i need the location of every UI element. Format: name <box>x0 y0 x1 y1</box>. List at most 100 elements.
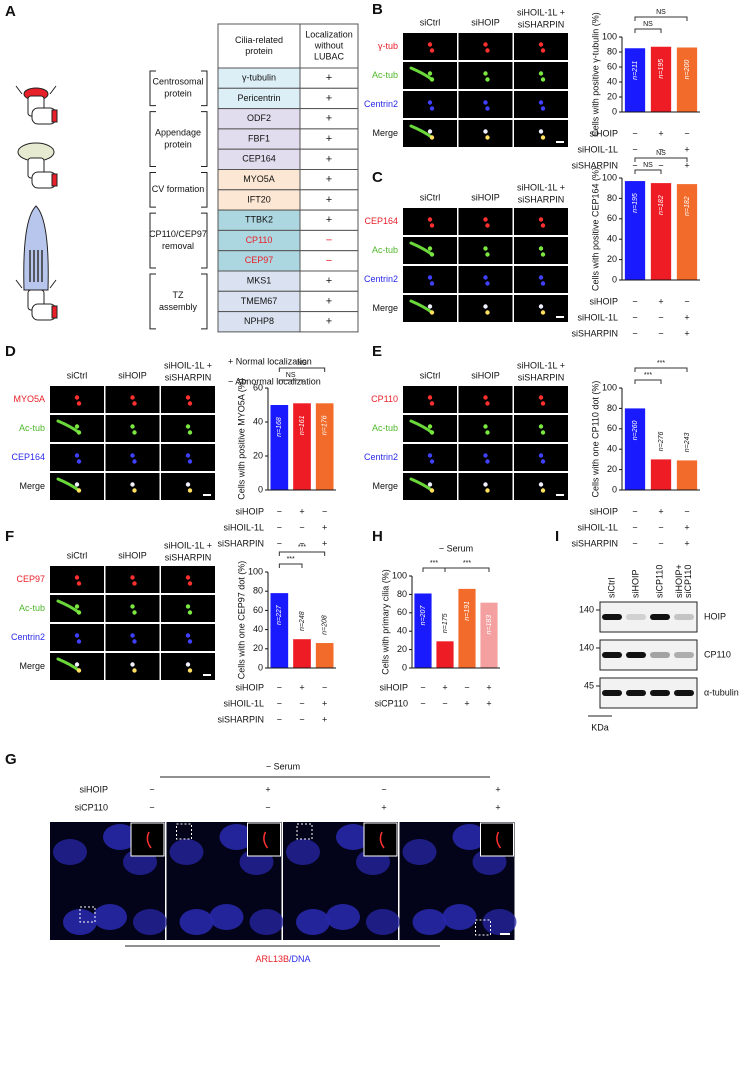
condition-sign: − <box>277 506 282 516</box>
condition-sign: − <box>299 714 304 724</box>
condition-sign: − <box>277 682 282 692</box>
table-header-text: Cilia-related <box>235 35 283 45</box>
y-tick-label: 0 <box>612 274 617 284</box>
spot <box>540 252 546 257</box>
localization: + <box>326 275 332 287</box>
column-header: siSHARPIN <box>518 19 565 29</box>
row-label: Merge <box>372 481 398 491</box>
spot <box>540 135 546 140</box>
spot <box>130 604 135 609</box>
protein-name: γ-tubulin <box>242 73 276 83</box>
table-header-text: Localization <box>305 29 353 39</box>
column-header: siCtrl <box>420 17 441 27</box>
lane-label: siHOIP <box>630 569 640 598</box>
panel-title: − Serum <box>266 761 300 771</box>
spot <box>427 246 433 251</box>
y-tick-label: 40 <box>607 444 617 454</box>
column-header: siCtrl <box>67 370 88 380</box>
caption: ARL13B/DNA <box>255 954 310 964</box>
group-name: CV formation <box>152 184 205 194</box>
spot <box>427 100 433 105</box>
condition-sign: + <box>495 784 500 794</box>
spot <box>540 77 546 82</box>
bar <box>293 639 311 668</box>
significance-label: *** <box>298 544 306 551</box>
spot <box>483 100 488 105</box>
protein-name: ODF2 <box>247 113 271 123</box>
condition-sign: − <box>632 128 637 138</box>
protein-name: MYO5A <box>243 174 275 184</box>
band <box>602 614 622 620</box>
condition-sign: + <box>684 160 689 170</box>
condition-label: siSHARPIN <box>571 538 618 548</box>
nucleus <box>219 824 254 850</box>
condition-sign: + <box>684 312 689 322</box>
condition-sign: − <box>658 328 663 338</box>
y-tick-label: 20 <box>253 450 263 460</box>
spot <box>427 395 433 400</box>
nucleus <box>53 839 87 865</box>
spot <box>540 281 546 286</box>
y-tick-label: 80 <box>607 403 617 413</box>
bar <box>624 408 646 490</box>
panel-label: B <box>372 1 383 18</box>
spot <box>538 246 544 251</box>
y-axis-label: Cells with one CEP97 dot (%) <box>236 561 246 680</box>
nucleus <box>286 839 320 865</box>
legend-item: + Normal localization <box>228 356 312 366</box>
condition-label: siHOIP <box>589 128 618 138</box>
cartoons <box>15 85 58 321</box>
condition-sign: − <box>420 698 425 708</box>
nucleus <box>442 904 477 930</box>
spot <box>538 453 544 458</box>
localization: + <box>326 316 332 328</box>
condition-sign: − <box>632 522 637 532</box>
band <box>674 690 694 696</box>
condition-label: siHOIP <box>235 506 264 516</box>
spot <box>429 430 435 435</box>
spot <box>485 135 490 140</box>
protein-label: CP110 <box>704 649 731 659</box>
localization: + <box>326 174 332 186</box>
bar <box>436 641 454 668</box>
y-tick-label: 100 <box>602 172 617 182</box>
column-header: siCtrl <box>67 550 88 560</box>
significance-bracket <box>278 367 326 372</box>
spot <box>76 401 82 406</box>
condition-sign: + <box>495 802 500 812</box>
condition-label: siHOIL-1L <box>577 312 618 322</box>
column-header: siSHARPIN <box>518 194 565 204</box>
condition-sign: + <box>442 682 447 692</box>
significance-label: *** <box>463 560 471 567</box>
bar <box>676 184 698 280</box>
spot <box>76 430 82 435</box>
spot <box>483 482 488 487</box>
spot <box>483 275 488 280</box>
spot <box>485 401 490 406</box>
spot <box>427 424 433 429</box>
roi <box>296 823 313 840</box>
spot <box>540 488 546 493</box>
condition-sign: − <box>322 682 327 692</box>
condition-sign: + <box>486 698 491 708</box>
significance-bracket <box>634 379 662 384</box>
significance-label: *** <box>430 560 438 567</box>
protein-name: IFT20 <box>247 194 271 204</box>
y-tick-label: 80 <box>253 586 263 596</box>
spot <box>540 48 546 53</box>
bar <box>650 183 672 280</box>
panel-label: E <box>372 343 382 360</box>
y-axis-label: Cells with primary cilia (%) <box>380 569 390 675</box>
spot <box>74 395 80 400</box>
row-label: Merge <box>19 661 45 671</box>
protein-name: MKS1 <box>247 276 272 286</box>
condition-sign: − <box>322 506 327 516</box>
bracket <box>201 172 208 208</box>
group-name: assembly <box>159 302 198 312</box>
nucleus <box>169 839 204 865</box>
column-header: siHOIL-1L + <box>517 360 565 370</box>
column-header: siCtrl <box>420 192 441 202</box>
significance-label: NS <box>656 9 666 16</box>
spot <box>132 459 137 464</box>
